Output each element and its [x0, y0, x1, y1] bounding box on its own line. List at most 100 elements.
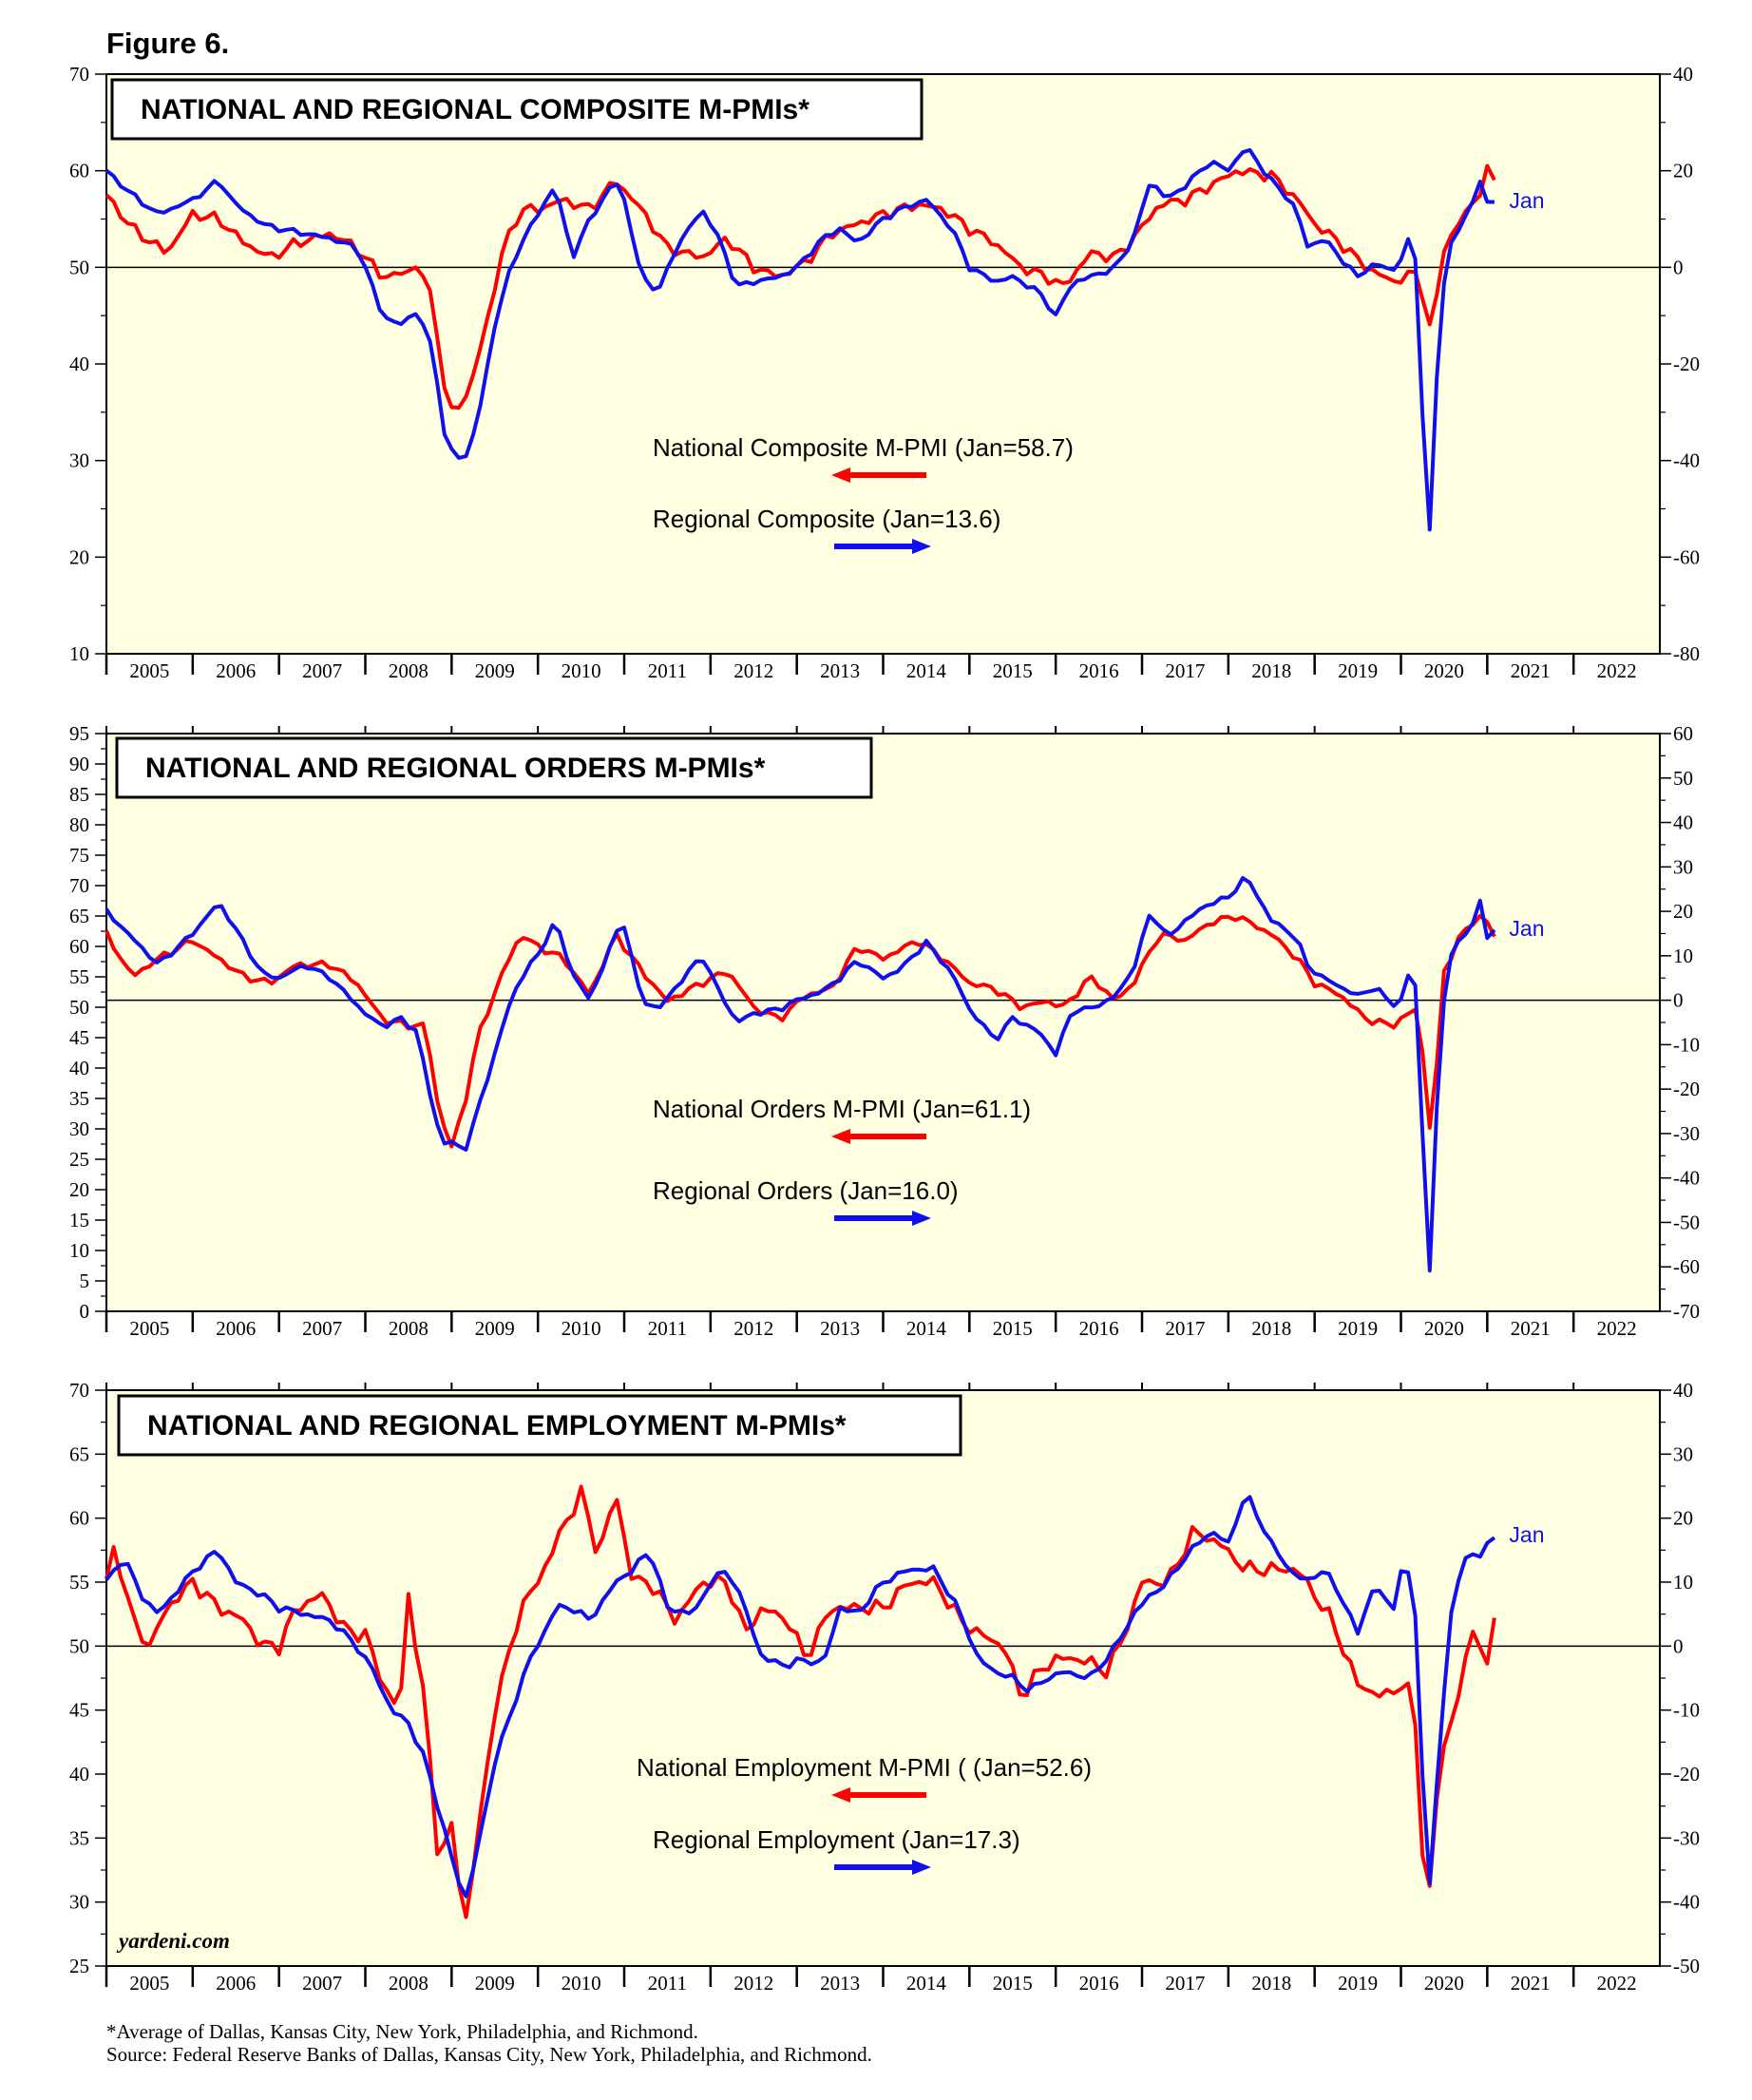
right-tick-label: -10 — [1673, 1033, 1700, 1056]
year-label: 2022 — [1597, 659, 1637, 682]
year-label: 2021 — [1511, 659, 1551, 682]
right-tick-label: 50 — [1673, 767, 1693, 790]
figure-label: Figure 6. — [106, 27, 230, 60]
right-tick-label: 20 — [1673, 900, 1693, 923]
right-tick-label: 30 — [1673, 855, 1693, 878]
left-tick-label: 60 — [69, 935, 89, 958]
legend-arrowhead-left — [831, 1129, 850, 1144]
chart-panel-1: 10 20 30 40 50 60 70 -80 -60 -40 -20 0 20 40 2005 2006 2… — [69, 63, 1700, 682]
legend-arrowhead-left — [831, 1787, 850, 1803]
year-label: 2016 — [1079, 1972, 1119, 1995]
chart-title: NATIONAL AND REGIONAL COMPOSITE M-PMIs* — [141, 94, 809, 125]
year-label: 2008 — [389, 659, 428, 682]
right-tick-label: -60 — [1673, 1255, 1700, 1278]
chart-panel-2: 0 5 10 15 20 25 30 35 40 45 50 55 60 65 70 75 80 85 90 95 -7… — [69, 722, 1700, 1340]
right-tick-label: -30 — [1673, 1826, 1700, 1849]
year-label: 2010 — [562, 1317, 601, 1340]
left-tick-label: 65 — [69, 1442, 89, 1465]
chart-title-box — [117, 1394, 962, 1457]
left-tick-label: 60 — [69, 160, 89, 182]
left-tick-label: 70 — [69, 63, 89, 86]
left-tick-label: 35 — [69, 1087, 89, 1110]
left-tick-label: 55 — [69, 1571, 89, 1594]
legend-label: National Composite M-PMI (Jan=58.7) — [653, 433, 1074, 462]
legend-label: Regional Composite (Jan=13.6) — [653, 505, 1000, 533]
right-tick-label: -50 — [1673, 1955, 1700, 1977]
latest-month-label: Jan — [1509, 188, 1544, 213]
left-tick-label: 50 — [69, 256, 89, 278]
left-tick-label: 90 — [69, 753, 89, 775]
left-tick-label: 80 — [69, 813, 89, 836]
year-label: 2011 — [648, 1972, 687, 1995]
left-tick-label: 30 — [69, 449, 89, 472]
year-label: 2014 — [906, 659, 947, 682]
year-label: 2007 — [302, 1317, 342, 1340]
legend-label: National Employment M-PMI ( (Jan=52.6) — [637, 1753, 1092, 1782]
left-tick-label: 30 — [69, 1891, 89, 1914]
legend-arrowhead-left — [831, 468, 850, 483]
footnote-block: *Average of Dallas, Kansas City, New Yor… — [106, 2020, 872, 2066]
plot-area — [105, 733, 1661, 1312]
left-tick-label: 20 — [69, 1178, 89, 1201]
source-text: Source: Federal Reserve Banks of Dallas,… — [106, 2043, 872, 2066]
year-label: 2016 — [1079, 659, 1119, 682]
chart-title-box — [110, 78, 924, 141]
left-tick-label: 10 — [69, 1239, 89, 1262]
left-tick-label: 95 — [69, 722, 89, 745]
year-label: 2021 — [1511, 1317, 1551, 1340]
right-tick-label: 40 — [1673, 1379, 1693, 1402]
chart-title: NATIONAL AND REGIONAL EMPLOYMENT M-PMIs* — [147, 1410, 847, 1441]
chart-title: NATIONAL AND REGIONAL ORDERS M-PMIs* — [145, 753, 766, 784]
right-tick-label: -70 — [1673, 1300, 1700, 1323]
right-tick-label: -60 — [1673, 545, 1700, 568]
right-tick-label: -80 — [1673, 642, 1700, 665]
year-label: 2019 — [1338, 659, 1378, 682]
national-series-line — [105, 1484, 1496, 1919]
year-label: 2005 — [129, 1972, 169, 1995]
chart-title-box — [115, 736, 873, 799]
left-tick-label: 55 — [69, 965, 89, 988]
right-tick-label: -40 — [1673, 449, 1700, 472]
year-label: 2013 — [820, 1972, 860, 1995]
latest-month-label: Jan — [1509, 1522, 1544, 1547]
year-label: 2015 — [993, 659, 1033, 682]
left-tick-label: 70 — [69, 874, 89, 897]
left-tick-label: 40 — [69, 353, 89, 375]
year-label: 2014 — [906, 1317, 947, 1340]
left-tick-label: 75 — [69, 844, 89, 867]
right-tick-label: -20 — [1673, 1763, 1700, 1785]
right-tick-label: 30 — [1673, 1442, 1693, 1465]
year-label: 2011 — [648, 1317, 687, 1340]
year-label: 2022 — [1597, 1972, 1637, 1995]
right-tick-label: -50 — [1673, 1211, 1700, 1233]
right-tick-label: 0 — [1673, 256, 1684, 278]
right-tick-label: 60 — [1673, 722, 1693, 745]
year-label: 2007 — [302, 1972, 342, 1995]
year-label: 2020 — [1424, 659, 1464, 682]
right-tick-label: -40 — [1673, 1167, 1700, 1190]
left-tick-label: 5 — [80, 1270, 90, 1292]
left-tick-label: 20 — [69, 545, 89, 568]
regional-series-line — [105, 1495, 1496, 1899]
left-tick-label: 35 — [69, 1826, 89, 1849]
year-label: 2006 — [216, 1317, 256, 1340]
right-tick-label: -20 — [1673, 353, 1700, 375]
year-label: 2009 — [475, 1972, 515, 1995]
year-label: 2018 — [1251, 659, 1291, 682]
year-label: 2006 — [216, 1972, 256, 1995]
year-label: 2016 — [1079, 1317, 1119, 1340]
year-label: 2014 — [906, 1972, 947, 1995]
right-tick-label: 40 — [1673, 811, 1693, 834]
year-label: 2008 — [389, 1317, 428, 1340]
year-label: 2012 — [733, 1317, 773, 1340]
left-tick-label: 60 — [69, 1507, 89, 1530]
watermark-label: yardeni.com — [116, 1929, 230, 1953]
year-label: 2019 — [1338, 1972, 1378, 1995]
legend-arrowhead-right — [912, 1211, 931, 1226]
right-tick-label: 40 — [1673, 63, 1693, 86]
legend-arrowhead-right — [912, 1860, 931, 1875]
left-tick-label: 50 — [69, 1634, 89, 1657]
legend-label: Regional Employment (Jan=17.3) — [653, 1825, 1020, 1854]
year-label: 2017 — [1165, 1972, 1205, 1995]
